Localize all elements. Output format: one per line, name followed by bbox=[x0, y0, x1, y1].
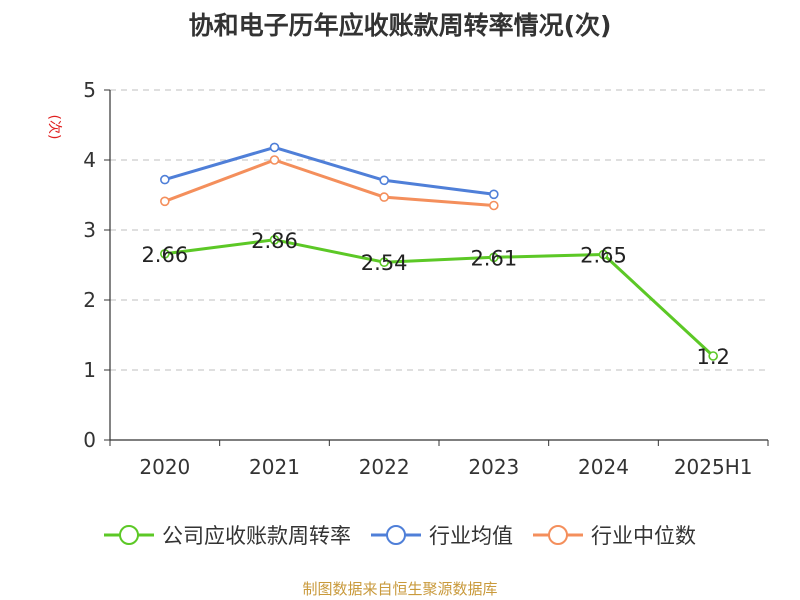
source-note: 制图数据来自恒生聚源数据库 bbox=[302, 580, 498, 598]
legend-swatch-marker bbox=[548, 525, 568, 545]
data-point bbox=[160, 196, 170, 207]
x-tick-label: 2021 bbox=[249, 455, 300, 479]
legend: 公司应收账款周转率 行业均值 行业中位数 bbox=[0, 520, 800, 550]
y-tick-label: 1 bbox=[83, 358, 96, 382]
legend-swatch-icon bbox=[371, 525, 421, 545]
data-point bbox=[269, 142, 280, 153]
chart-title: 协和电子历年应收账款周转率情况(次) bbox=[188, 11, 612, 40]
series-line bbox=[164, 158, 494, 207]
y-tick-label: 2 bbox=[83, 288, 96, 312]
data-point bbox=[160, 174, 170, 185]
data-point bbox=[379, 192, 389, 202]
data-point bbox=[379, 175, 389, 186]
data-labels: 2.66 2.86 2.54 2.61 2.65 1.2 bbox=[141, 229, 729, 369]
legend-swatch-marker bbox=[119, 525, 139, 545]
x-tick-label: 2025H1 bbox=[674, 455, 753, 479]
series-line bbox=[164, 145, 495, 196]
series-lines bbox=[160, 142, 718, 361]
x-tick-label: 2024 bbox=[578, 455, 629, 479]
data-point bbox=[160, 249, 170, 259]
data-label: 2.54 bbox=[361, 251, 408, 275]
data-label: 2.65 bbox=[580, 244, 627, 268]
y-tick-label: 4 bbox=[83, 148, 96, 172]
legend-label: 行业中位数 bbox=[591, 524, 696, 548]
data-label: 2.66 bbox=[141, 243, 188, 267]
y-tick-label: 5 bbox=[83, 78, 96, 102]
grid-lines bbox=[110, 89, 768, 371]
legend-label: 行业均值 bbox=[429, 524, 513, 548]
data-point bbox=[598, 249, 609, 260]
data-label: 2.61 bbox=[470, 246, 517, 270]
data-label: 2.86 bbox=[251, 229, 298, 253]
x-tick-label: 2023 bbox=[468, 455, 519, 479]
x-tick-label: 2020 bbox=[139, 455, 190, 479]
legend-swatch-marker bbox=[386, 525, 406, 545]
axes: 0 1 2 3 4 5 2020 2021 2022 2023 2024 2025H1 (次) bbox=[46, 78, 769, 479]
legend-swatch-icon bbox=[104, 525, 154, 545]
y-tick-label: 3 bbox=[83, 218, 96, 242]
data-point bbox=[489, 189, 499, 200]
data-point bbox=[269, 155, 280, 165]
data-point bbox=[708, 351, 718, 361]
data-label: 1.2 bbox=[696, 345, 729, 369]
series-line bbox=[164, 238, 715, 358]
data-point bbox=[269, 235, 280, 245]
legend-item[interactable]: 公司应收账款周转率 bbox=[104, 520, 351, 550]
data-point bbox=[489, 200, 499, 211]
data-point bbox=[489, 252, 499, 263]
y-axis-label: (次) bbox=[46, 115, 62, 140]
legend-item[interactable]: 行业中位数 bbox=[533, 520, 696, 550]
x-tick-label: 2022 bbox=[359, 455, 410, 479]
legend-item[interactable]: 行业均值 bbox=[371, 520, 513, 550]
y-tick-label: 0 bbox=[83, 428, 96, 452]
legend-label: 公司应收账款周转率 bbox=[162, 524, 351, 548]
legend-swatch-icon bbox=[533, 525, 583, 545]
data-point bbox=[379, 257, 389, 268]
